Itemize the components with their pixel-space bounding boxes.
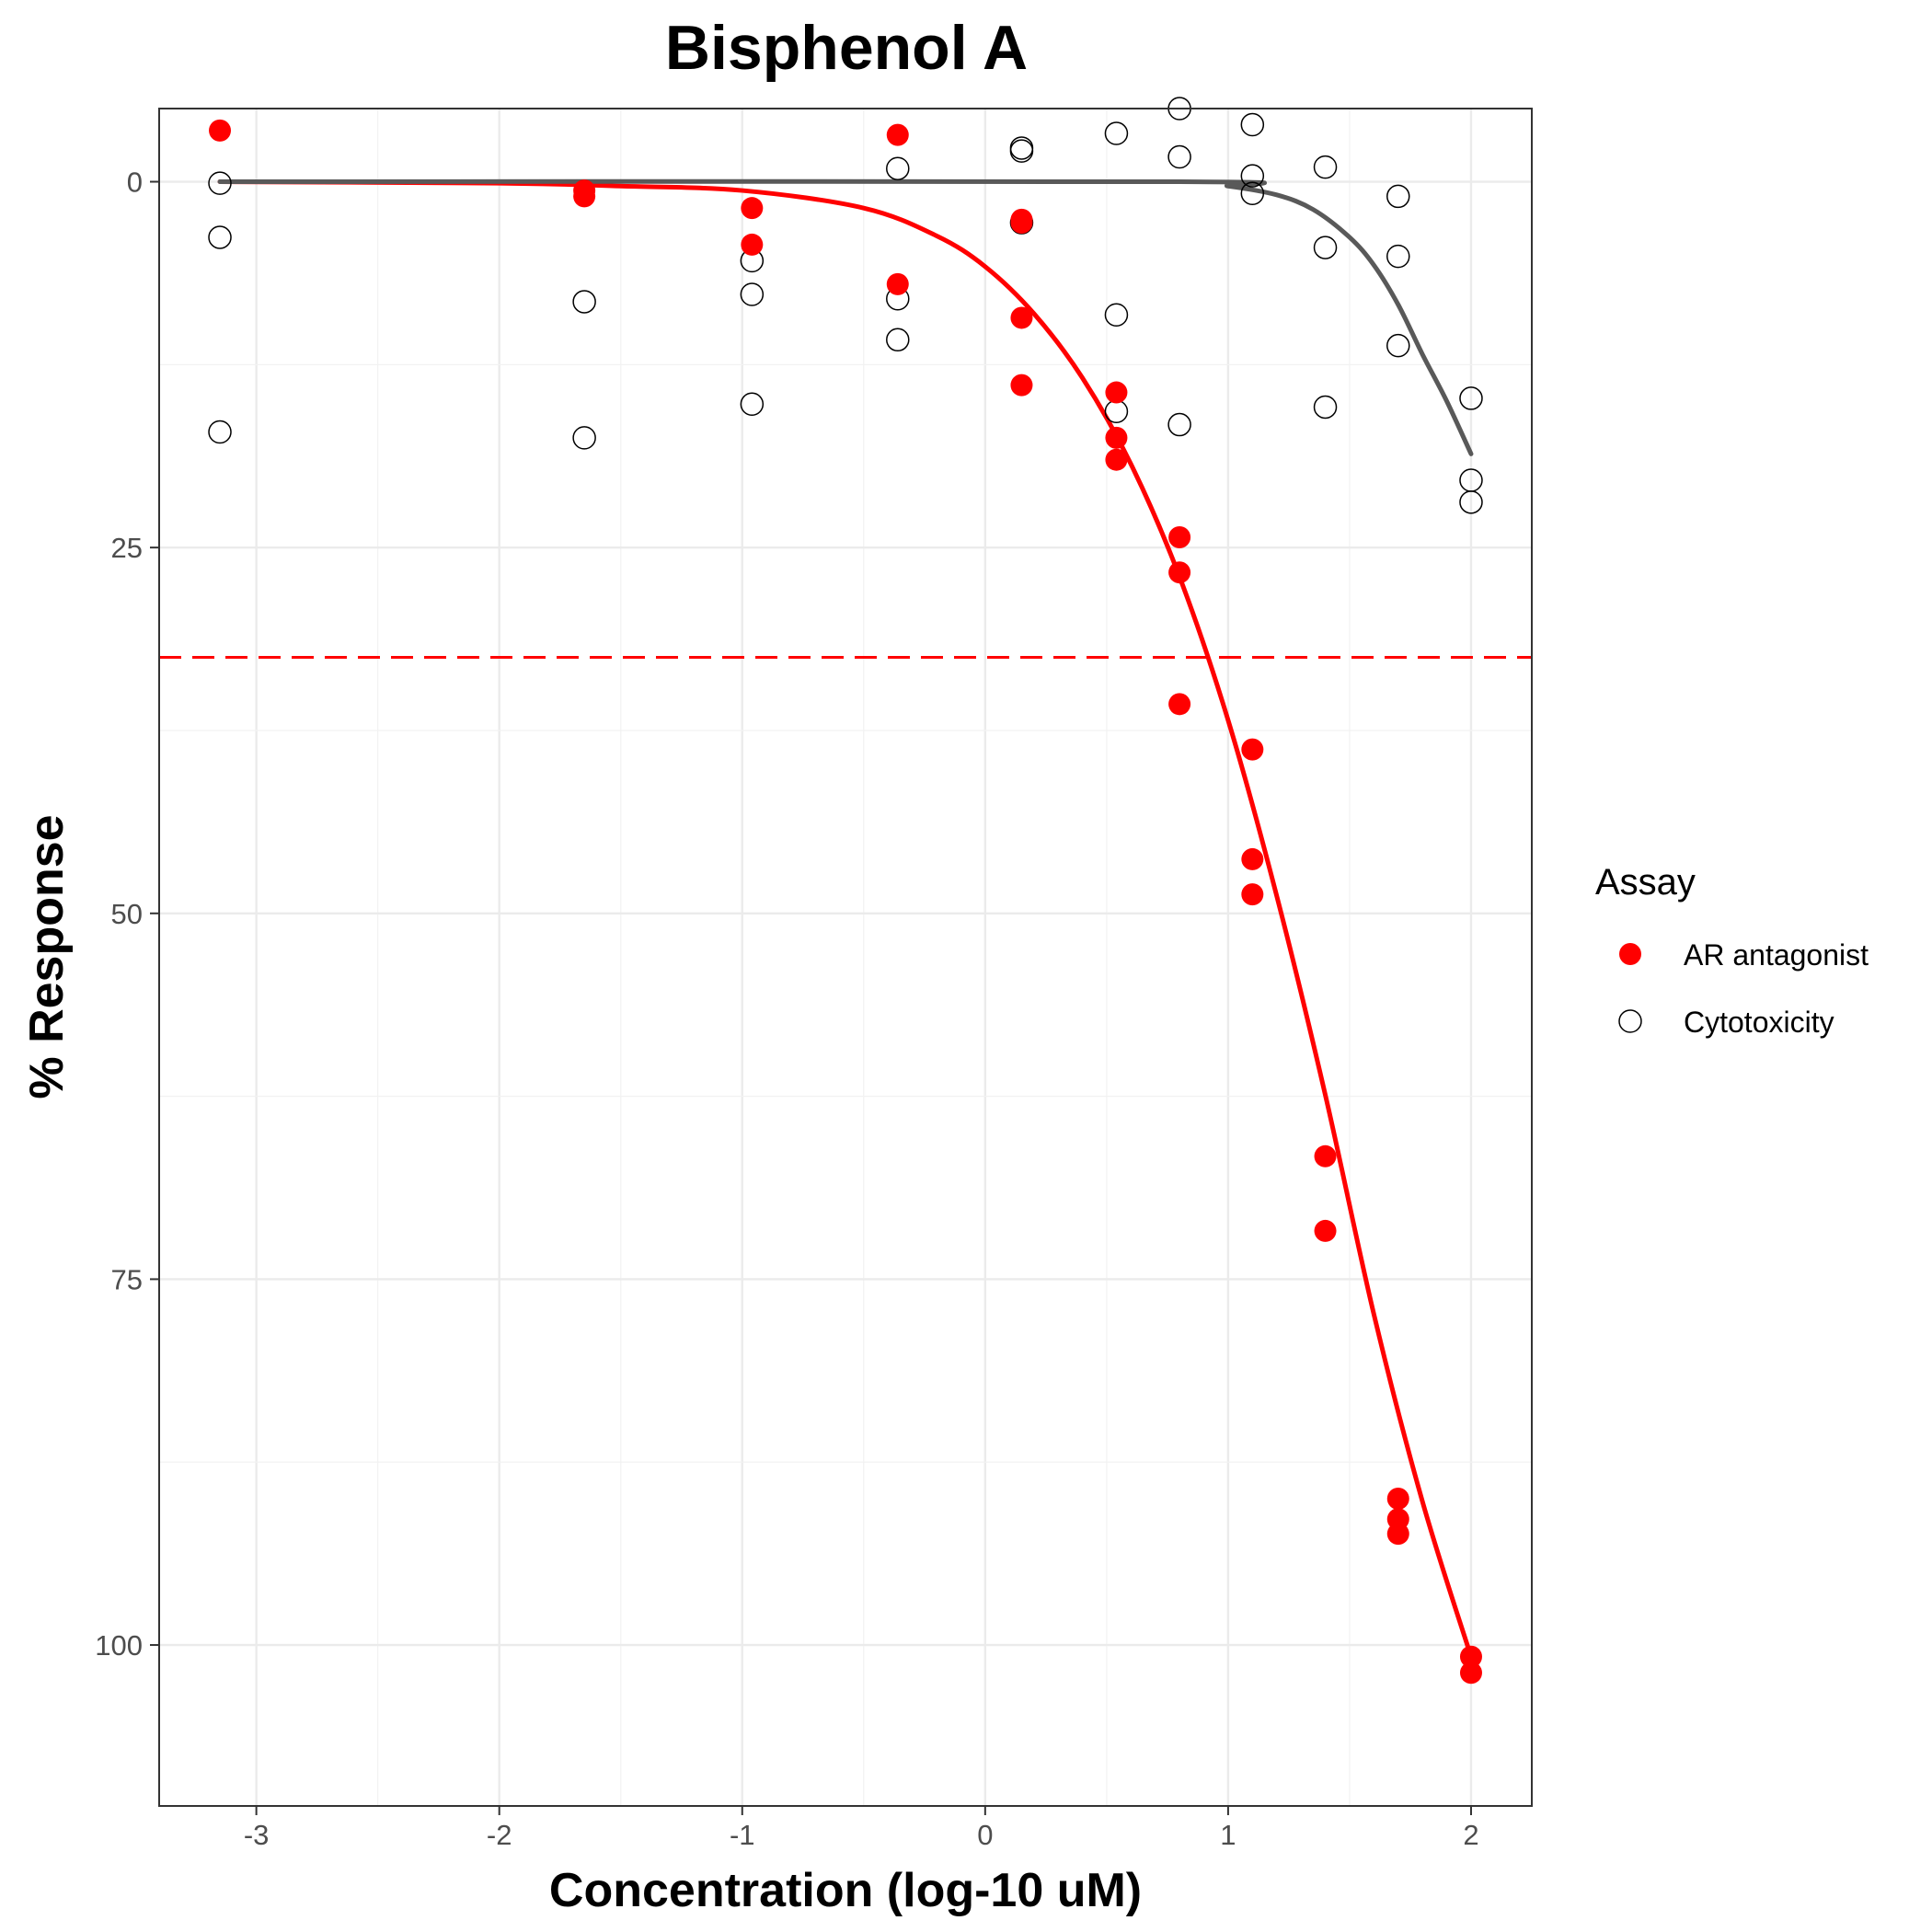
x-tick-label: -3 (244, 1819, 270, 1851)
data-points (208, 97, 1483, 1685)
x-tick-label: -2 (487, 1819, 512, 1851)
x-axis-title: Concentration (log-10 uM) (549, 1864, 1142, 1917)
y-tick-label: 0 (127, 167, 143, 199)
cytotoxicity-point (740, 282, 765, 306)
cytotoxicity-point (1386, 184, 1410, 209)
ar-antagonist-point (1241, 847, 1264, 870)
x-axis: -3 -2 -1 0 1 2 (244, 1806, 1479, 1851)
cytotoxicity-point (1167, 144, 1191, 169)
ar-antagonist-point (1010, 306, 1033, 329)
ar-antagonist-point (741, 197, 764, 220)
ar-antagonist-point (573, 185, 596, 208)
ar-antagonist-point (1168, 693, 1191, 716)
ar-antagonist-point (1010, 374, 1033, 397)
ar-antagonist-point (1386, 1523, 1409, 1546)
legend-key-cytotoxicity (1618, 1009, 1642, 1033)
x-tick-label: -1 (730, 1819, 755, 1851)
cytotoxicity-point (208, 420, 232, 444)
ar-antagonist-point (886, 272, 909, 295)
cytotoxicity-point (886, 156, 910, 180)
cytotoxicity-point (1009, 139, 1034, 163)
ar-antagonist-point (1168, 526, 1191, 549)
cytotoxicity-point (1459, 386, 1483, 410)
ar-antagonist-point (1314, 1219, 1337, 1242)
x-tick-label: 0 (977, 1819, 993, 1851)
ar-antagonist-point (1241, 738, 1264, 761)
ar-antagonist-point (209, 119, 232, 142)
cytotoxicity-point (1167, 412, 1191, 437)
cytotoxicity-point (572, 290, 596, 314)
ar-antagonist-point (741, 233, 764, 256)
cytotoxicity-point (1459, 490, 1483, 514)
cytotoxicity-point (886, 328, 910, 352)
cytotoxicity-point (208, 171, 232, 195)
ar-antagonist-point (1105, 448, 1128, 471)
ar-antagonist-point (886, 123, 909, 146)
ar-antagonist-point (1386, 1487, 1409, 1510)
cytotoxicity-point (1240, 164, 1265, 188)
ar-antagonist-point (1314, 1144, 1337, 1167)
legend: Assay AR antagonist Cytotoxicity (1595, 862, 1869, 1039)
cytotoxicity-point (740, 392, 765, 417)
cytotoxicity-point (1386, 244, 1410, 269)
plot-panel-border (158, 108, 1533, 1807)
legend-label-ar-antagonist: AR antagonist (1684, 938, 1869, 972)
cytotoxicity-point (1240, 112, 1265, 137)
cytotoxicity-point (572, 426, 596, 450)
legend-label-cytotoxicity: Cytotoxicity (1684, 1006, 1834, 1039)
cytotoxicity-point (1313, 236, 1338, 259)
cytotoxicity-point (1386, 333, 1410, 358)
ar-antagonist-point (1459, 1662, 1482, 1685)
x-tick-label: 2 (1463, 1819, 1478, 1851)
ar-antagonist-point (1010, 212, 1033, 235)
cytotoxicity-point (1104, 121, 1129, 145)
y-tick-label: 50 (111, 898, 143, 930)
chart-title: Bisphenol A (665, 13, 1028, 83)
cytotoxicity-point (1240, 181, 1265, 205)
ar-antagonist-point (1105, 381, 1128, 404)
y-tick-label: 25 (111, 532, 143, 564)
ar-antagonist-point (1105, 426, 1128, 449)
y-axis: 0 25 50 75 100 (95, 167, 159, 1662)
y-tick-label: 75 (111, 1263, 143, 1295)
y-axis-title: % Response (20, 814, 74, 1098)
x-tick-label: 1 (1220, 1819, 1236, 1851)
ar-antagonist-point (1459, 1645, 1482, 1668)
cytotoxicity-point (1104, 303, 1129, 328)
ar-antagonist-point (1241, 883, 1264, 906)
ar-antagonist-point (1168, 561, 1191, 584)
cytotoxicity-fit-curve (217, 178, 1474, 456)
y-tick-label: 100 (95, 1629, 143, 1662)
legend-key-ar-antagonist (1619, 943, 1641, 965)
cytotoxicity-point (1313, 155, 1338, 179)
legend-title: Assay (1595, 862, 1696, 903)
cytotoxicity-point (208, 225, 232, 249)
cytotoxicity-point (1313, 395, 1338, 420)
